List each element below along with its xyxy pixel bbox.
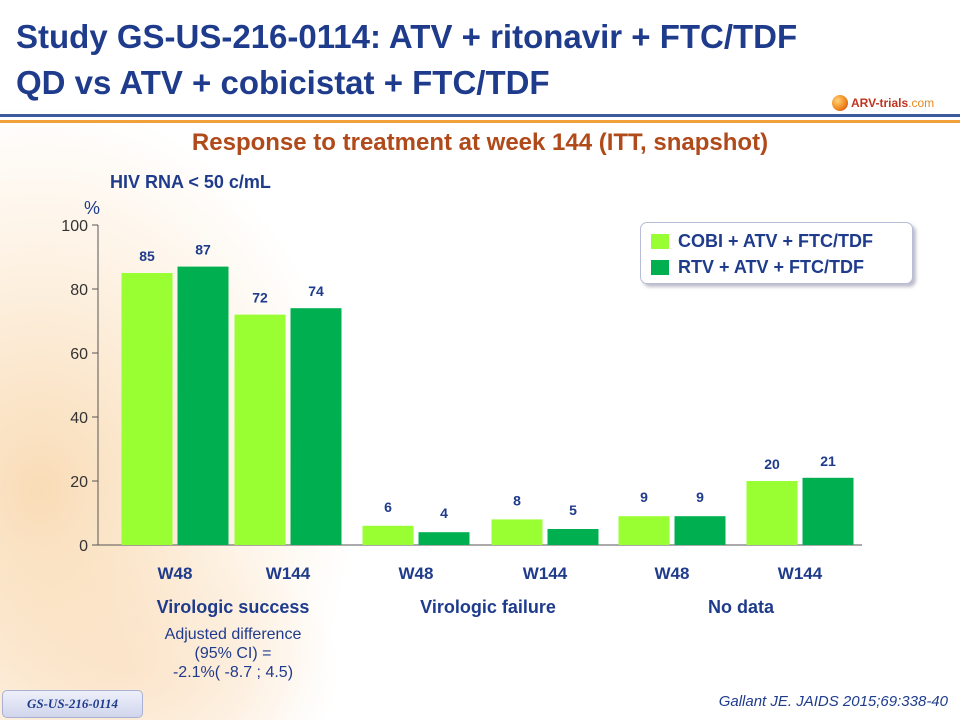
- page-title-line-1: Study GS-US-216-0114: ATV + ritonavir + …: [16, 18, 798, 55]
- x-category-label: W48: [399, 564, 434, 583]
- bar-value-label: 5: [569, 502, 577, 518]
- bar-rtv: [674, 516, 726, 545]
- adjusted-difference-line-1: Adjusted difference: [164, 626, 302, 643]
- bar-value-label: 4: [440, 505, 448, 521]
- group-label-virologic-success: Virologic success: [156, 597, 310, 617]
- citation: Gallant JE. JAIDS 2015;69:338-40: [718, 693, 948, 710]
- bar-value-label: 8: [513, 492, 521, 508]
- bar-cobi: [121, 273, 173, 545]
- y-tick-label: 100: [61, 218, 88, 235]
- adjusted-difference-note: Adjusted difference (95% CI) = -2.1%( -8…: [128, 625, 338, 682]
- bar-value-label: 85: [139, 248, 155, 264]
- chart-metric-label: HIV RNA < 50 c/mL: [110, 172, 271, 192]
- bar-rtv: [177, 266, 229, 545]
- y-tick-label: 0: [79, 538, 88, 555]
- header-divider-blue: [0, 114, 960, 117]
- y-tick-label: 40: [70, 410, 88, 427]
- bar-value-label: 9: [696, 489, 704, 505]
- arv-trials-logo: ARV-trials .com: [832, 92, 934, 114]
- legend-item-rtv: RTV + ATV + FTC/TDF: [651, 254, 912, 280]
- bar-cobi: [491, 519, 543, 545]
- x-category-label: W48: [655, 564, 690, 583]
- bar-cobi: [362, 525, 414, 545]
- bar-rtv: [547, 529, 599, 545]
- bar-rtv: [418, 532, 470, 545]
- bar-value-label: 21: [820, 453, 836, 469]
- group-label-no-data: No data: [707, 597, 774, 617]
- x-category-label: W144: [523, 564, 568, 583]
- group-label-virologic-failure: Virologic failure: [420, 597, 556, 617]
- x-category-label: W48: [158, 564, 193, 583]
- bar-cobi: [746, 481, 798, 545]
- x-category-label: W144: [266, 564, 311, 583]
- bar-value-label: 87: [195, 242, 211, 258]
- adjusted-difference-line-2: (95% CI) =: [194, 645, 272, 662]
- logo-mark-icon: [832, 95, 848, 111]
- legend-swatch-rtv: [651, 259, 669, 275]
- y-tick-label: 20: [70, 474, 88, 491]
- x-category-label: W144: [778, 564, 823, 583]
- legend-item-cobi: COBI + ATV + FTC/TDF: [651, 228, 912, 254]
- legend-label-cobi: COBI + ATV + FTC/TDF: [678, 230, 874, 251]
- bar-value-label: 72: [252, 290, 268, 306]
- adjusted-difference-line-3: -2.1%( -8.7 ; 4.5): [172, 664, 294, 681]
- study-id-badge: GS-US-216-0114: [2, 690, 143, 718]
- y-axis-unit: %: [84, 198, 101, 218]
- header-divider-orange: [0, 120, 960, 123]
- bar-rtv: [802, 477, 854, 545]
- page-title-line-2: QD vs ATV + cobicistat + FTC/TDF: [16, 64, 550, 101]
- legend-swatch-cobi: [651, 233, 669, 249]
- legend-label-rtv: RTV + ATV + FTC/TDF: [678, 256, 865, 277]
- logo-suffix: .com: [908, 96, 935, 110]
- bar-value-label: 20: [764, 456, 780, 472]
- chart-legend: COBI + ATV + FTC/TDF RTV + ATV + FTC/TDF: [640, 222, 913, 284]
- y-tick-label: 60: [70, 346, 88, 363]
- bar-value-label: 6: [384, 499, 392, 515]
- page-title: Study GS-US-216-0114: ATV + ritonavir + …: [16, 14, 916, 106]
- bar-cobi: [234, 314, 286, 545]
- bar-rtv: [290, 308, 342, 545]
- y-tick-label: 80: [70, 282, 88, 299]
- bar-value-label: 74: [308, 283, 324, 299]
- bar-value-label: 9: [640, 489, 648, 505]
- logo-brand: ARV-trials: [851, 96, 909, 110]
- bar-cobi: [618, 516, 670, 545]
- chart-subtitle: Response to treatment at week 144 (ITT, …: [191, 129, 769, 156]
